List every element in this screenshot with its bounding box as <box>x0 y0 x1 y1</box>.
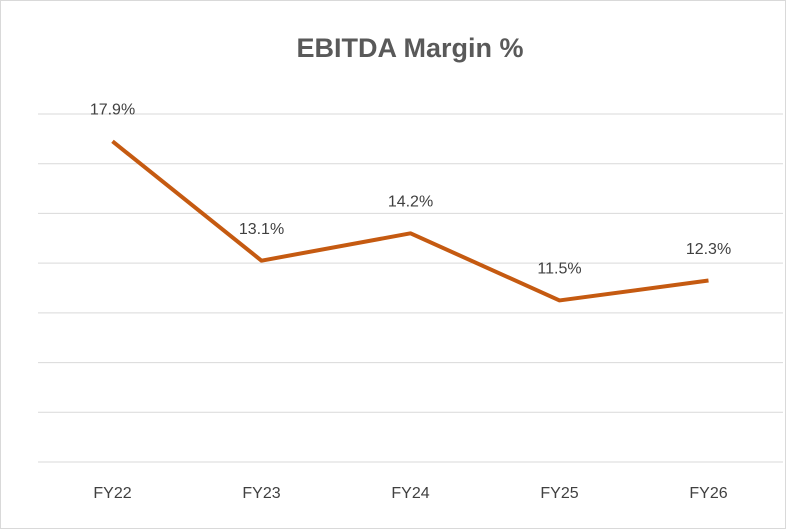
data-label: 11.5% <box>537 261 581 278</box>
x-tick-label: FY26 <box>689 485 727 502</box>
x-tick-label: FY23 <box>242 485 280 502</box>
x-tick-label: FY24 <box>391 485 429 502</box>
data-label: 17.9% <box>90 102 135 119</box>
data-label: 13.1% <box>239 221 284 238</box>
x-tick-label: FY25 <box>540 485 578 502</box>
data-line <box>111 139 709 303</box>
data-label: 14.2% <box>388 194 433 211</box>
data-label: 12.3% <box>686 241 731 258</box>
x-tick-label: FY22 <box>93 485 131 502</box>
chart-title: EBITDA Margin % <box>296 33 523 63</box>
